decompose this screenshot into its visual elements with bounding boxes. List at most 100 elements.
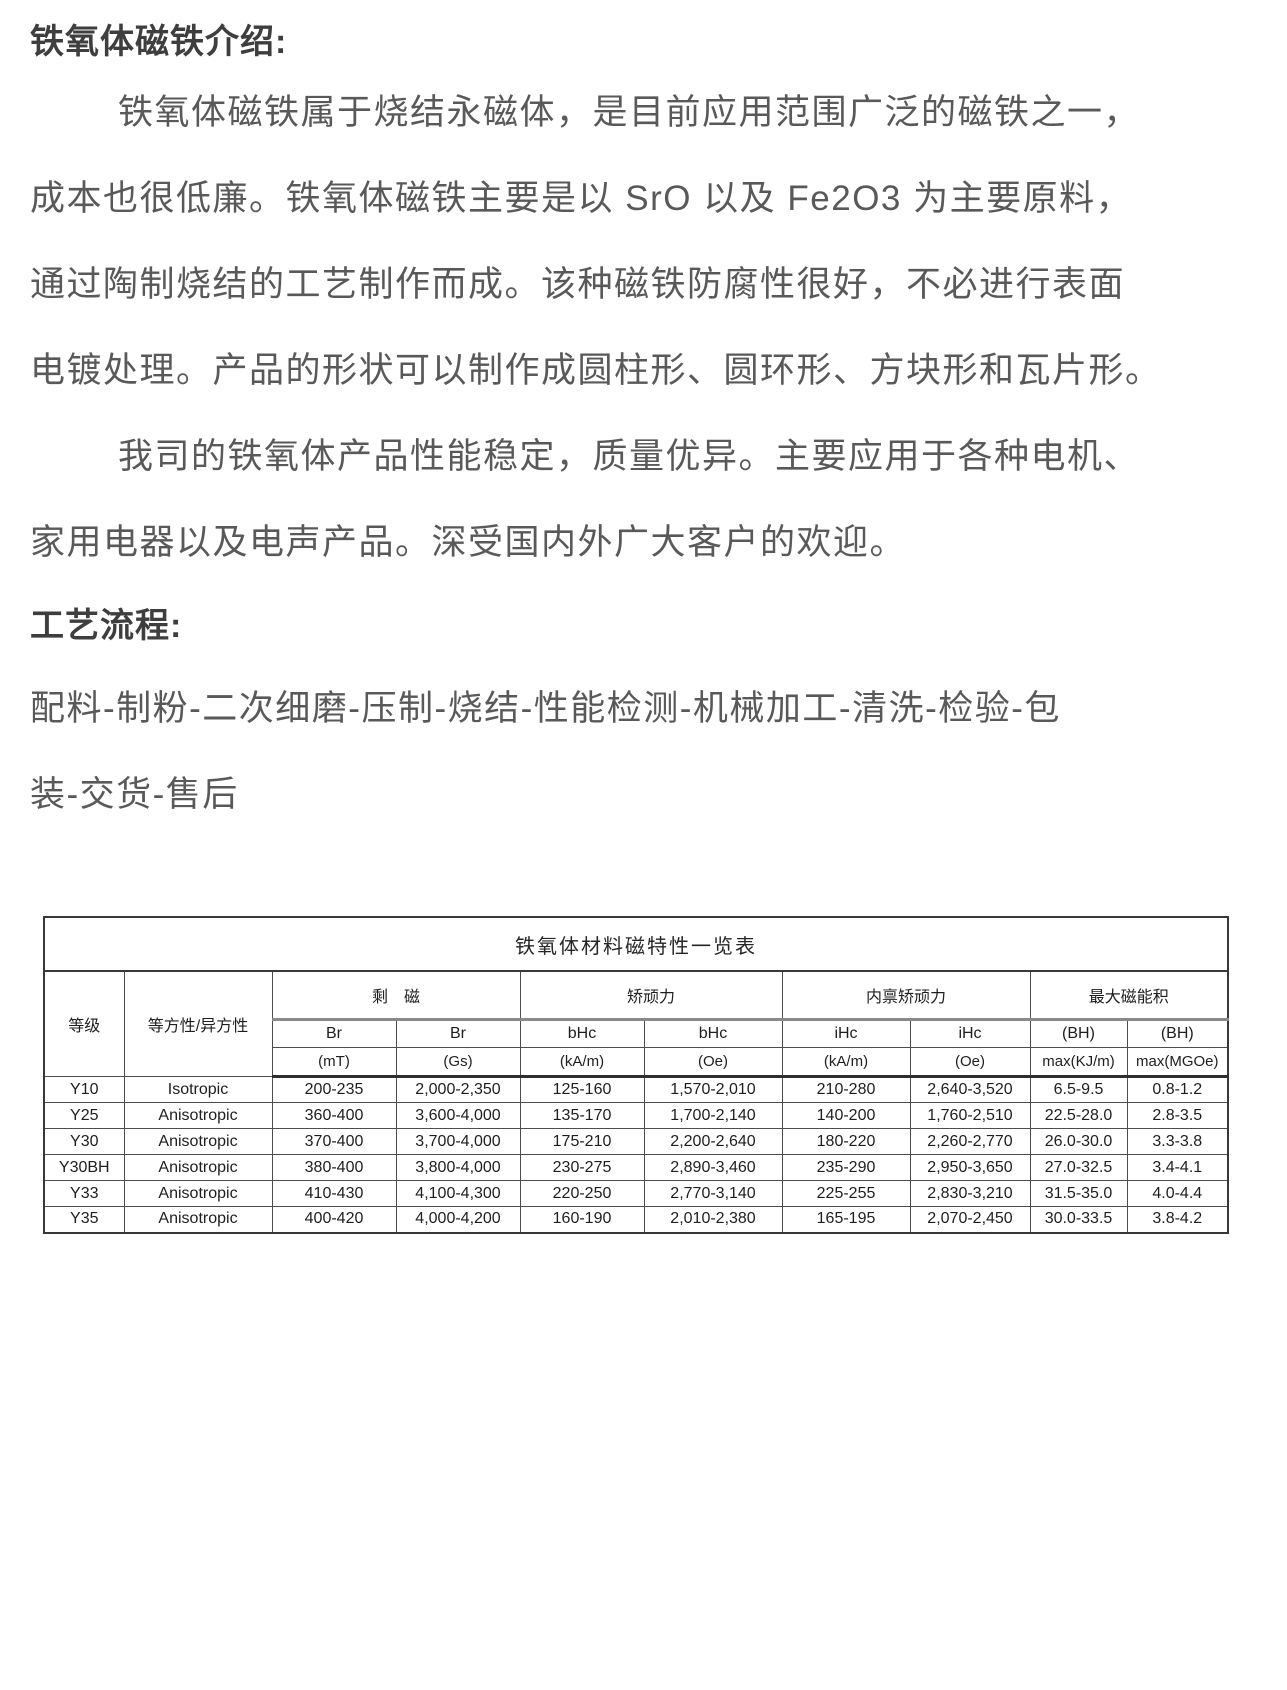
table-cell: 2,260-2,770 xyxy=(909,1128,1031,1155)
table-sub-header-row: Br Br bHc bHc iHc iHc (BH) (BH) xyxy=(44,1019,1229,1048)
process-heading: 工艺流程: xyxy=(30,607,183,645)
table-cell: 210-280 xyxy=(781,1076,911,1103)
table-cell: 180-220 xyxy=(781,1128,911,1155)
table-cell: 3,700-4,000 xyxy=(395,1128,521,1155)
table-cell: 2,890-3,460 xyxy=(643,1154,783,1181)
intro-heading: 铁氧体磁铁介绍: xyxy=(30,23,288,61)
header-group-intrinsic-coercivity: 内禀矫顽力 xyxy=(781,970,1031,1021)
intro-line-1: 铁氧体磁铁属于烧结永磁体，是目前应用范围广泛的磁铁之一， xyxy=(118,93,1141,132)
table-cell: 2,830-3,210 xyxy=(909,1180,1031,1207)
table-cell: Anisotropic xyxy=(123,1128,273,1155)
table-cell: 3,800-4,000 xyxy=(395,1154,521,1181)
table-cell: 165-195 xyxy=(781,1206,911,1233)
table-cell: 1,700-2,140 xyxy=(643,1102,783,1129)
intro-line-4: 电镀处理。产品的形状可以制作成圆柱形、圆环形、方块形和瓦片形。 xyxy=(30,351,1162,390)
table-row: Y30BH Anisotropic 380-400 3,800-4,000 230-27… xyxy=(43,1154,1229,1181)
table-cell: 235-290 xyxy=(781,1154,911,1181)
intro-line-3: 通过陶制烧结的工艺制作而成。该种磁铁防腐性很好，不必进行表面 xyxy=(30,265,1126,304)
unit-max-mgoe: max(MGOe) xyxy=(1126,1047,1229,1078)
table-cell: 2,070-2,450 xyxy=(909,1206,1031,1233)
table-cell: Anisotropic xyxy=(123,1154,273,1181)
table-cell: 410-430 xyxy=(271,1180,397,1207)
table-cell: Isotropic xyxy=(123,1076,273,1103)
table-cell: Anisotropic xyxy=(123,1180,273,1207)
unit-mt: (mT) xyxy=(271,1047,397,1078)
table-unit-header-row: (mT) (Gs) (kA/m) (Oe) (kA/m) (Oe) max(KJ… xyxy=(44,1047,1229,1078)
table-cell: 135-170 xyxy=(519,1102,645,1129)
header-group-max-energy-product: 最大磁能积 xyxy=(1029,970,1229,1021)
table-cell: 140-200 xyxy=(781,1102,911,1129)
table-cell: 2,200-2,640 xyxy=(643,1128,783,1155)
unit-oe-2: (Oe) xyxy=(909,1047,1031,1078)
table-row: Y25 Anisotropic 360-400 3,600-4,000 135-170 1… xyxy=(43,1102,1229,1129)
header-sub-bh-kj: (BH) xyxy=(1029,1019,1128,1048)
header-sub-ihc-oe: iHc xyxy=(909,1019,1031,1048)
process-paragraph: 配料-制粉-二次细磨-压制-烧结-性能检测-机械加工-清洗-检验-包 装-交货-… xyxy=(30,666,1257,838)
table-cell: 26.0-30.0 xyxy=(1029,1128,1128,1155)
table-cell: 4,000-4,200 xyxy=(395,1206,521,1233)
table-cell: Y35 xyxy=(43,1206,125,1233)
table-cell: 2,950-3,650 xyxy=(909,1154,1031,1181)
table-cell: Y25 xyxy=(43,1102,125,1129)
unit-oe-1: (Oe) xyxy=(643,1047,783,1078)
table-cell: 160-190 xyxy=(519,1206,645,1233)
header-group-coercivity: 矫顽力 xyxy=(519,970,783,1021)
magnet-properties-table: 铁氧体材料磁特性一览表 等级 等方性/异方性 剩 磁 矫顽力 内禀矫顽力 最大磁… xyxy=(43,916,1230,1234)
header-group-remanence: 剩 磁 xyxy=(271,970,521,1021)
table-cell: 27.0-32.5 xyxy=(1029,1154,1128,1181)
header-isotropy: 等方性/异方性 xyxy=(123,970,273,1077)
table-cell: 220-250 xyxy=(519,1180,645,1207)
intro-line-2: 成本也很低廉。铁氧体磁铁主要是以 SrO 以及 Fe2O3 为主要原料， xyxy=(30,179,1133,218)
document-page: 铁氧体磁铁介绍: 铁氧体磁铁属于烧结永磁体，是目前应用范围广泛的磁铁之一， 成本… xyxy=(30,23,1257,1234)
table-cell: 360-400 xyxy=(271,1102,397,1129)
unit-max-kjm: max(KJ/m) xyxy=(1029,1047,1128,1078)
intro-paragraph-1: 铁氧体磁铁属于烧结永磁体，是目前应用范围广泛的磁铁之一， 成本也很低廉。铁氧体磁… xyxy=(30,70,1257,414)
table-group-header-row: 等级 等方性/异方性 剩 磁 矫顽力 内禀矫顽力 最大磁能积 xyxy=(43,970,1229,1077)
table-cell: Anisotropic xyxy=(123,1102,273,1129)
table-cell: 1,760-2,510 xyxy=(909,1102,1031,1129)
header-sub-ihc-kam: iHc xyxy=(781,1019,911,1048)
header-sub-bh-mgoe: (BH) xyxy=(1126,1019,1229,1048)
table-cell: 400-420 xyxy=(271,1206,397,1233)
table-cell: Y33 xyxy=(43,1180,125,1207)
header-grade: 等级 xyxy=(43,970,125,1077)
table-cell: 2,010-2,380 xyxy=(643,1206,783,1233)
table-cell: 2,770-3,140 xyxy=(643,1180,783,1207)
table-cell: Y30 xyxy=(43,1128,125,1155)
table-row: Y10 Isotropic 200-235 2,000-2,350 125-160 1,5… xyxy=(43,1076,1229,1103)
table-row: Y33 Anisotropic 410-430 4,100-4,300 220-250 2… xyxy=(43,1180,1229,1207)
table-cell: 4.0-4.4 xyxy=(1126,1180,1229,1207)
table-title: 铁氧体材料磁特性一览表 xyxy=(43,916,1229,972)
table-cell: 230-275 xyxy=(519,1154,645,1181)
table-cell: 0.8-1.2 xyxy=(1126,1076,1229,1103)
process-line-1: 配料-制粉-二次细磨-压制-烧结-性能检测-机械加工-清洗-检验-包 xyxy=(30,689,1061,728)
table-cell: 31.5-35.0 xyxy=(1029,1180,1128,1207)
table-cell: 175-210 xyxy=(519,1128,645,1155)
table-cell: 380-400 xyxy=(271,1154,397,1181)
table-cell: 2,640-3,520 xyxy=(909,1076,1031,1103)
table-cell: 125-160 xyxy=(519,1076,645,1103)
header-sub-bhc-kam: bHc xyxy=(519,1019,645,1048)
table-row: Y30 Anisotropic 370-400 3,700-4,000 175-210 2… xyxy=(43,1128,1229,1155)
header-sub-bhc-oe: bHc xyxy=(643,1019,783,1048)
table-cell: Y10 xyxy=(43,1076,125,1103)
header-sub-br-gs: Br xyxy=(395,1019,521,1048)
table-row: Y35 Anisotropic 400-420 4,000-4,200 160-190 2… xyxy=(43,1206,1229,1233)
header-sub-br-mt: Br xyxy=(271,1019,397,1048)
table-title-row: 铁氧体材料磁特性一览表 xyxy=(43,916,1229,972)
table-cell: 3,600-4,000 xyxy=(395,1102,521,1129)
table-cell: 2.8-3.5 xyxy=(1126,1102,1229,1129)
intro-line-6: 家用电器以及电声产品。深受国内外广大客户的欢迎。 xyxy=(30,523,907,562)
table-cell: 370-400 xyxy=(271,1128,397,1155)
table-cell: 3.3-3.8 xyxy=(1126,1128,1229,1155)
table-cell: Anisotropic xyxy=(123,1206,273,1233)
table-cell: Y30BH xyxy=(43,1154,125,1181)
intro-paragraph-2: 我司的铁氧体产品性能稳定，质量优异。主要应用于各种电机、 家用电器以及电声产品。… xyxy=(30,414,1257,586)
table-cell: 3.4-4.1 xyxy=(1126,1154,1229,1181)
table-cell: 6.5-9.5 xyxy=(1029,1076,1128,1103)
table-cell: 2,000-2,350 xyxy=(395,1076,521,1103)
process-line-2: 装-交货-售后 xyxy=(30,775,239,814)
table-cell: 1,570-2,010 xyxy=(643,1076,783,1103)
table-cell: 200-235 xyxy=(271,1076,397,1103)
table-cell: 3.8-4.2 xyxy=(1126,1206,1229,1233)
